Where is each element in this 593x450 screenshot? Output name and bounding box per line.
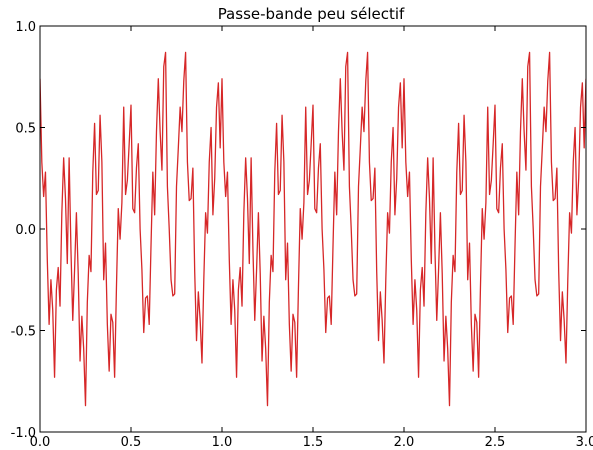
x-tick-label: 3.0 <box>576 435 593 450</box>
y-tick-label: 0.5 <box>15 122 36 137</box>
chart-title: Passe-bande peu sélectif <box>218 5 405 23</box>
y-tick-label: 0.0 <box>15 223 36 238</box>
y-tick-label: -1.0 <box>11 426 36 441</box>
x-tick-label: 0.0 <box>30 435 51 450</box>
x-tick-label: 2.5 <box>485 435 506 450</box>
y-tick-label: 1.0 <box>15 20 36 35</box>
series-line <box>40 51 586 407</box>
x-tick-label: 0.5 <box>121 435 142 450</box>
x-tick-label: 1.5 <box>303 435 324 450</box>
x-tick-label: 2.0 <box>394 435 415 450</box>
x-tick-label: 1.0 <box>212 435 233 450</box>
plot-frame <box>39 25 587 433</box>
y-tick-label: -0.5 <box>11 325 36 340</box>
